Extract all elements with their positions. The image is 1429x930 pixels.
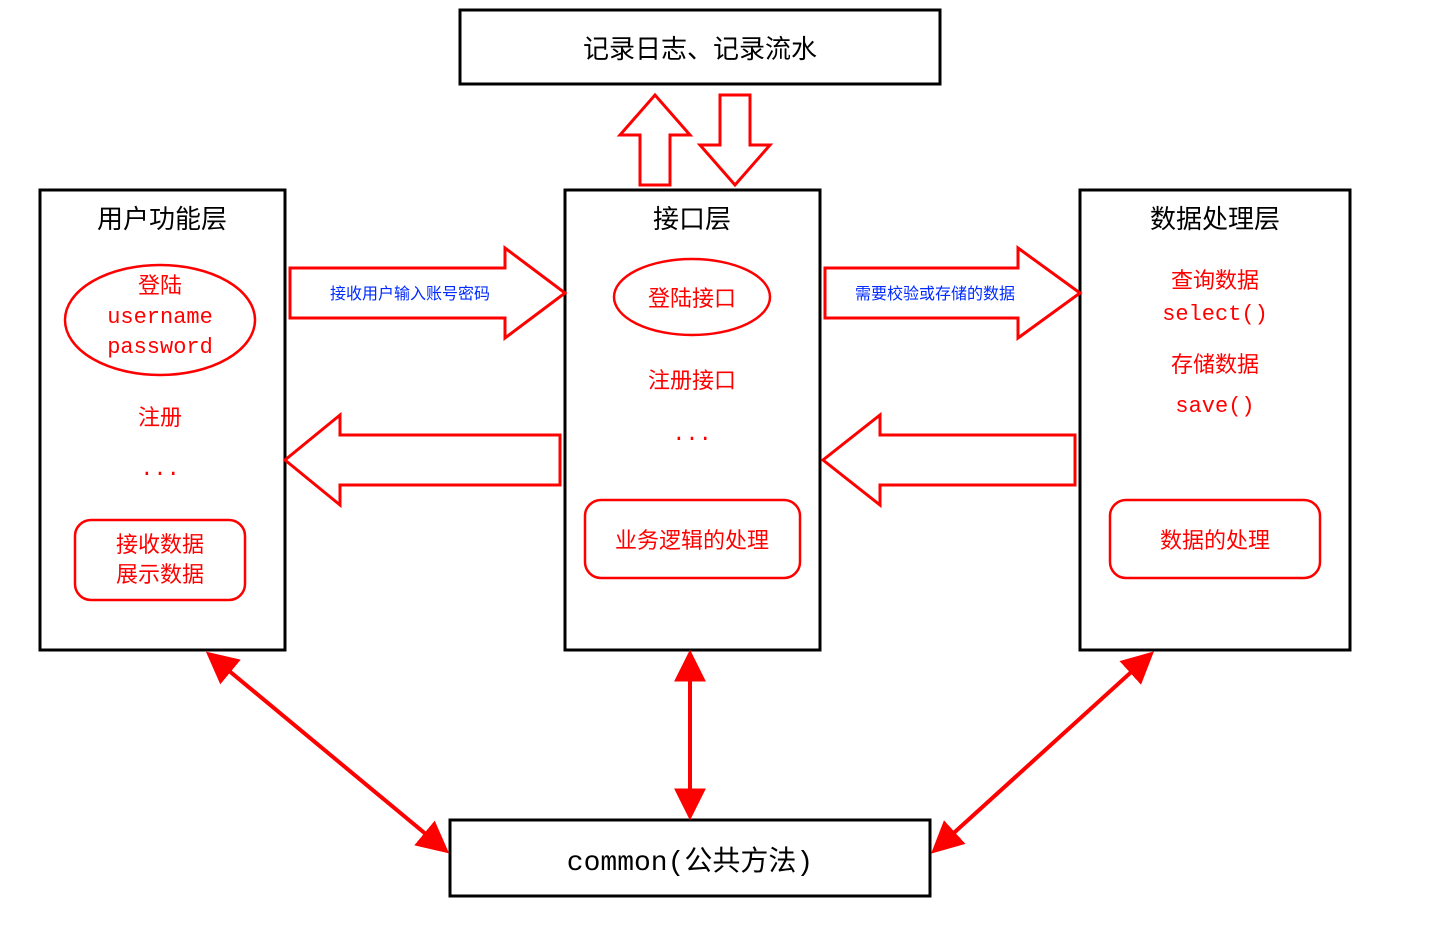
api-ellipse-line1: 登陆接口 xyxy=(648,286,736,311)
arrow-data-to-api xyxy=(823,415,1075,505)
user-item-ellipsis: ... xyxy=(140,457,180,482)
arrow-api-to-data-label: 需要校验或存储的数据 xyxy=(855,285,1015,303)
api-layer-box: 接口层 登陆接口 注册接口 ... 业务逻辑的处理 xyxy=(565,190,820,650)
arrow-user-to-api-label: 接收用户输入账号密码 xyxy=(330,285,490,303)
data-item-4: save() xyxy=(1175,394,1254,419)
data-footer-line1: 数据的处理 xyxy=(1160,528,1270,553)
arrow-user-common xyxy=(210,655,445,850)
data-layer-title: 数据处理层 xyxy=(1150,205,1280,234)
data-item-2: select() xyxy=(1162,302,1268,327)
user-ellipse-line2: username xyxy=(107,305,213,330)
user-item-register: 注册 xyxy=(138,405,182,430)
api-item-ellipsis: ... xyxy=(672,422,712,447)
user-layer-title: 用户功能层 xyxy=(97,205,227,234)
user-ellipse-line1: 登陆 xyxy=(138,273,182,298)
user-ellipse-line3: password xyxy=(107,335,213,360)
data-layer-box: 数据处理层 查询数据 select() 存储数据 save() 数据的处理 xyxy=(1080,190,1350,650)
data-item-1: 查询数据 xyxy=(1171,268,1259,293)
data-item-3: 存储数据 xyxy=(1171,352,1259,377)
user-layer-box: 用户功能层 登陆 username password 注册 ... 接收数据 展… xyxy=(40,190,285,650)
architecture-diagram: 记录日志、记录流水 用户功能层 登陆 username password 注册 … xyxy=(0,0,1429,930)
api-layer-title: 接口层 xyxy=(653,205,731,234)
api-item-register: 注册接口 xyxy=(648,368,736,393)
log-box-label: 记录日志、记录流水 xyxy=(583,35,817,64)
api-footer-line1: 业务逻辑的处理 xyxy=(615,528,769,553)
arrow-api-to-user xyxy=(285,415,560,505)
arrow-data-common xyxy=(935,655,1150,850)
arrow-api-to-data: 需要校验或存储的数据 xyxy=(825,248,1080,338)
common-box: common(公共方法) xyxy=(450,820,930,896)
arrow-log-to-api xyxy=(700,95,770,185)
log-box: 记录日志、记录流水 xyxy=(460,10,940,84)
common-box-label: common(公共方法) xyxy=(567,845,813,879)
arrow-user-to-api: 接收用户输入账号密码 xyxy=(290,248,565,338)
arrow-api-to-log xyxy=(620,95,690,185)
user-footer-line1: 接收数据 xyxy=(116,532,204,557)
user-footer-line2: 展示数据 xyxy=(116,562,204,587)
